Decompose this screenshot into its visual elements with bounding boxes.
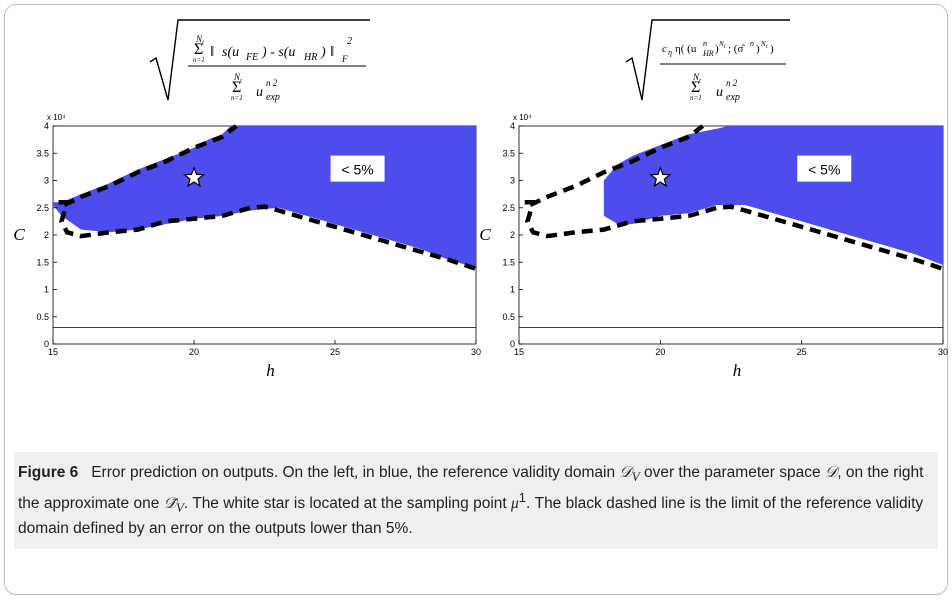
svg-text:HR: HR [303,52,317,63]
svg-text:η: η [668,48,672,57]
boundary-dashed-upper [63,124,238,208]
svg-text:HR: HR [702,49,714,58]
x-tick-label: 25 [797,347,807,357]
svg-text:exp: exp [726,92,740,103]
x-tick-label: 15 [48,347,58,357]
y-tick-label: 1.5 [36,257,49,267]
y-tick-label: 0 [510,339,515,349]
y-multiplier: x 10⁴ [513,113,532,122]
y-tick-label: 4 [44,121,49,131]
svg-text:N: N [233,72,241,82]
formula-right: c η η( (u n HR ) N t ; (σ̂ n ) N t ) N t… [625,19,790,103]
svg-text:n 2: n 2 [726,78,738,88]
svg-text:‖: ‖ [330,44,334,60]
svg-text:u: u [256,85,263,100]
svg-text:): ) [715,43,719,55]
boundary-dashed-upper [529,124,705,208]
svg-text:‖: ‖ [210,44,214,60]
figure-caption: Figure 6 Error prediction on outputs. On… [14,452,938,550]
svg-text:u: u [716,85,723,100]
svg-text:) - s(u: ) - s(u [261,45,295,60]
svg-text:Σ: Σ [691,79,700,96]
annotation-text: < 5% [341,162,373,178]
svg-text:t: t [766,44,768,50]
svg-text:n=1: n=1 [690,94,702,102]
y-tick-label: 3 [44,176,49,186]
svg-text:t: t [240,77,243,85]
svg-text:s(u: s(u [222,45,239,60]
x-tick-label: 25 [330,347,340,357]
annotation-box [797,155,852,182]
plot-right: 15 20 25 30 0 0.5 1 1.5 2 2.5 3 3.5 4x 10⁴ h C < 5% [479,113,948,380]
y-tick-label: 3.5 [36,148,49,158]
svg-text:n: n [750,39,754,48]
y-tick-label: 1 [510,285,515,295]
svg-text:exp: exp [266,92,280,103]
boundary-dashed-lower [524,200,944,271]
y-tick-label: 2.5 [502,203,515,213]
svg-text:N: N [195,34,203,44]
svg-text:n: n [703,39,707,48]
svg-text:t: t [202,39,205,47]
y-tick-label: 2 [510,230,515,240]
x-tick-label: 30 [471,347,481,357]
y-tick-label: 2 [44,230,49,240]
svg-text:Σ: Σ [232,79,241,96]
caption-text: Error prediction on outputs. On the left… [18,464,924,538]
y-tick-label: 1 [44,285,49,295]
formula-left: N t Σ n=1 ‖ s(u FE ) - s(u HR ) ‖ 2 F N … [149,19,370,103]
svg-text:Σ: Σ [194,41,203,58]
y-tick-label: 3 [510,176,515,186]
figure-label: Figure 6 [18,464,79,481]
x-axis-label: h [733,361,742,380]
svg-text:t: t [699,77,702,85]
figure-plots: N t Σ n=1 ‖ s(u FE ) - s(u HR ) ‖ 2 F N … [13,19,948,380]
plot-left: 15 20 25 30 0 0.5 1 1.5 2 2.5 3 3.5 4x 10⁴ h C < 5% [13,113,481,380]
svg-text:): ) [770,43,774,55]
annotation-text: < 5% [808,162,840,178]
svg-text:n=1: n=1 [193,56,205,64]
x-tick-label: 20 [189,347,199,357]
y-tick-label: 0.5 [502,312,515,322]
annotation-box [330,155,385,182]
x-tick-label: 30 [938,347,948,357]
svg-text:FE: FE [245,52,258,63]
svg-text:n 2: n 2 [266,78,278,88]
svg-text:N: N [692,72,700,82]
y-tick-label: 2.5 [36,203,49,213]
sampling-star [182,166,206,188]
y-tick-label: 1.5 [502,257,515,267]
y-tick-label: 0 [44,339,49,349]
y-tick-label: 0.5 [36,312,49,322]
y-axis-label: C [479,225,491,244]
x-tick-label: 15 [514,347,524,357]
svg-text:N: N [760,40,766,48]
x-axis-label: h [266,361,275,380]
y-tick-label: 4 [510,121,515,131]
validity-region [603,126,943,265]
svg-text:N: N [718,40,724,48]
svg-text:): ) [320,45,326,60]
svg-text:; (σ̂: ; (σ̂ [728,43,745,55]
y-axis-label: C [13,225,25,244]
y-tick-label: 3.5 [502,148,515,158]
svg-text:F: F [341,54,348,64]
svg-text:): ) [756,43,760,55]
boundary-dashed-lower [58,200,477,271]
x-tick-label: 20 [655,347,665,357]
svg-text:2: 2 [347,36,352,47]
sampling-star [649,166,672,188]
svg-text:t: t [724,44,726,50]
svg-text:n=1: n=1 [231,94,243,102]
svg-text:c: c [662,43,667,55]
svg-text:η( (u: η( (u [675,43,697,55]
y-multiplier: x 10⁴ [47,113,66,122]
